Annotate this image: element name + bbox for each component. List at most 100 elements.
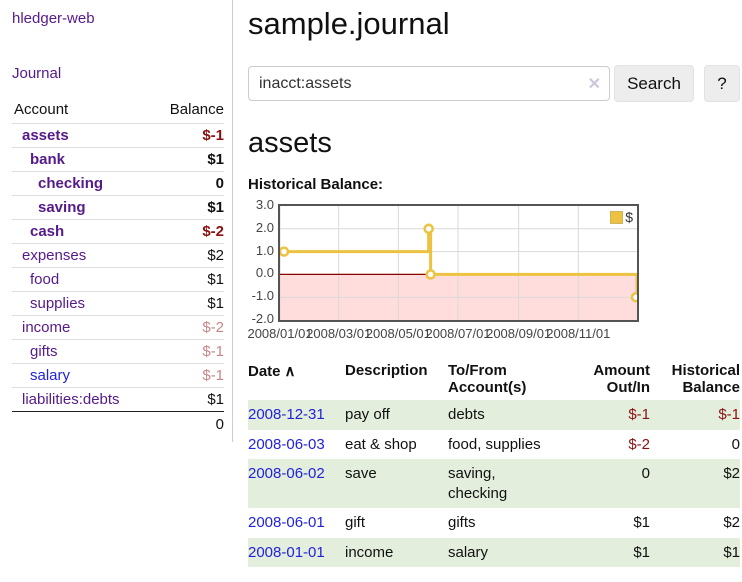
account-column-header: Account <box>14 101 69 118</box>
account-heading: assets <box>248 127 332 159</box>
account-row: supplies $1 <box>12 291 224 315</box>
transaction-balance: $-1 <box>650 400 740 430</box>
x-axis-tick-label: 2008/01/01 <box>247 326 313 341</box>
account-row: food $1 <box>12 267 224 291</box>
register-row: 2008-06-02 save saving, checking 0 $2 <box>248 459 740 508</box>
account-balance: $-1 <box>202 367 224 384</box>
description-column-header: Description <box>345 362 428 379</box>
sort-ascending-icon: ∧ <box>284 363 296 380</box>
account-balance: $-2 <box>202 319 224 336</box>
x-axis-tick-label: 2008/03/01 <box>306 326 372 341</box>
amount-column-header: Amount Out/In <box>593 362 650 396</box>
x-axis-tick-label: 2008/07/01 <box>425 326 491 341</box>
transaction-balance: 0 <box>731 435 740 453</box>
transaction-description: pay off <box>345 400 448 430</box>
transaction-accounts: saving, checking <box>448 465 508 502</box>
balance-column-header: Balance <box>169 101 224 118</box>
account-link[interactable]: assets <box>22 127 69 144</box>
transaction-date-link[interactable]: 2008-06-02 <box>248 465 325 482</box>
app-brand-link[interactable]: hledger-web <box>12 10 95 27</box>
transaction-balance: $2 <box>650 459 740 508</box>
transaction-balance: $1 <box>650 537 740 567</box>
account-balance: $1 <box>207 391 224 408</box>
account-row: saving $1 <box>12 195 224 219</box>
transaction-date-link[interactable]: 2008-12-31 <box>248 406 325 423</box>
search-button[interactable]: Search <box>614 65 694 102</box>
transaction-date-link[interactable]: 2008-01-01 <box>248 543 325 561</box>
sidebar: hledger-web Journal Account Balance asse… <box>0 0 233 442</box>
account-balance-table: Account Balance assets $-1 bank $1 checking 0… <box>12 98 224 437</box>
transaction-amount: $-1 <box>578 400 650 430</box>
transaction-accounts: debts <box>448 406 485 423</box>
account-link[interactable]: saving <box>38 199 86 216</box>
transaction-description: income <box>345 537 448 567</box>
account-row: checking 0 <box>12 171 224 195</box>
transaction-description: save <box>345 459 448 508</box>
x-axis-tick-label: 2008/05/01 <box>365 326 431 341</box>
account-balance: $2 <box>207 247 224 264</box>
account-link[interactable]: expenses <box>22 247 87 264</box>
register-table: Date ∧ Description To/From Account(s) Amo… <box>248 360 740 567</box>
account-row: cash $-2 <box>12 219 224 243</box>
transaction-accounts: salary <box>448 543 489 561</box>
register-row: 2008-12-31 pay off debts $-1 $-1 <box>248 400 740 430</box>
account-row: salary $-1 <box>12 363 224 387</box>
historical-balance-chart: 3.0 2.0 1.0 0.0 -1.0 -2.0 $ 2008/01/01 2008/03… <box>247 197 740 344</box>
account-link[interactable]: cash <box>30 223 65 240</box>
account-tree: assets $-1 bank $1 checking 0 saving $1 cash $-2 e… <box>12 123 224 411</box>
y-axis-tick-label: -2.0 <box>251 311 274 326</box>
transaction-balance: $2 <box>723 514 740 531</box>
account-row: gifts $-1 <box>12 339 224 363</box>
transaction-accounts: gifts <box>448 514 476 531</box>
account-link[interactable]: supplies <box>30 295 86 312</box>
transaction-description: gift <box>345 514 366 531</box>
date-column-header[interactable]: Date ∧ <box>248 363 296 380</box>
account-link[interactable]: liabilities:debts <box>22 391 120 408</box>
y-axis-tick-label: 2.0 <box>255 219 274 235</box>
search-bar: ✕ Search ? <box>248 65 740 102</box>
account-link[interactable]: salary <box>30 367 71 384</box>
x-axis-tick-label: 2008/11/01 <box>546 326 611 341</box>
account-balance: $1 <box>207 151 224 168</box>
account-row: income $-2 <box>12 315 224 339</box>
account-row: assets $-1 <box>12 123 224 147</box>
legend-label: $ <box>625 209 633 225</box>
register-row: 2008-06-01 gift gifts $1 $2 <box>248 508 740 538</box>
account-link[interactable]: bank <box>30 151 66 168</box>
balance-column-header-register: Historical Balance <box>671 362 740 396</box>
account-balance: $-1 <box>202 343 224 360</box>
chart-canvas <box>280 206 637 320</box>
account-row: bank $1 <box>12 147 224 171</box>
account-link[interactable]: income <box>22 319 71 336</box>
transaction-amount: $1 <box>633 514 650 531</box>
account-link[interactable]: food <box>30 271 60 288</box>
account-balance: $1 <box>207 271 224 288</box>
account-balance: $-1 <box>202 127 224 144</box>
page-title: sample.journal <box>248 6 450 41</box>
sidebar-item-journal[interactable]: Journal <box>12 65 62 82</box>
register-row: 2008-01-01 income salary $1 $1 <box>248 537 740 567</box>
x-axis-tick-label: 2008/09/01 <box>486 326 552 341</box>
transaction-description: eat & shop <box>345 435 417 453</box>
account-table-header: Account Balance <box>12 98 224 123</box>
account-total-row: 0 <box>12 411 224 437</box>
y-axis-tick-label: 1.0 <box>255 242 274 258</box>
account-row: liabilities:debts $1 <box>12 387 224 411</box>
legend-swatch-icon <box>610 210 624 224</box>
y-axis-tick-label: 0.0 <box>255 265 274 281</box>
chart-plot-area: $ <box>278 204 639 322</box>
account-balance: $1 <box>207 199 224 216</box>
help-button[interactable]: ? <box>704 65 740 102</box>
y-axis-tick-label: -1.0 <box>251 288 274 304</box>
account-link[interactable]: checking <box>38 175 104 192</box>
transaction-date-link[interactable]: 2008-06-03 <box>248 435 325 453</box>
search-input[interactable] <box>248 66 610 101</box>
transaction-amount: $-2 <box>628 435 650 453</box>
register-header-row: Date ∧ Description To/From Account(s) Amo… <box>248 360 740 400</box>
accounts-column-header: To/From Account(s) <box>448 362 527 396</box>
account-link[interactable]: gifts <box>30 343 58 360</box>
transaction-amount: $1 <box>578 537 650 567</box>
clear-search-icon[interactable]: ✕ <box>587 76 601 93</box>
transaction-date-link[interactable]: 2008-06-01 <box>248 514 325 531</box>
account-balance: $1 <box>207 295 224 312</box>
